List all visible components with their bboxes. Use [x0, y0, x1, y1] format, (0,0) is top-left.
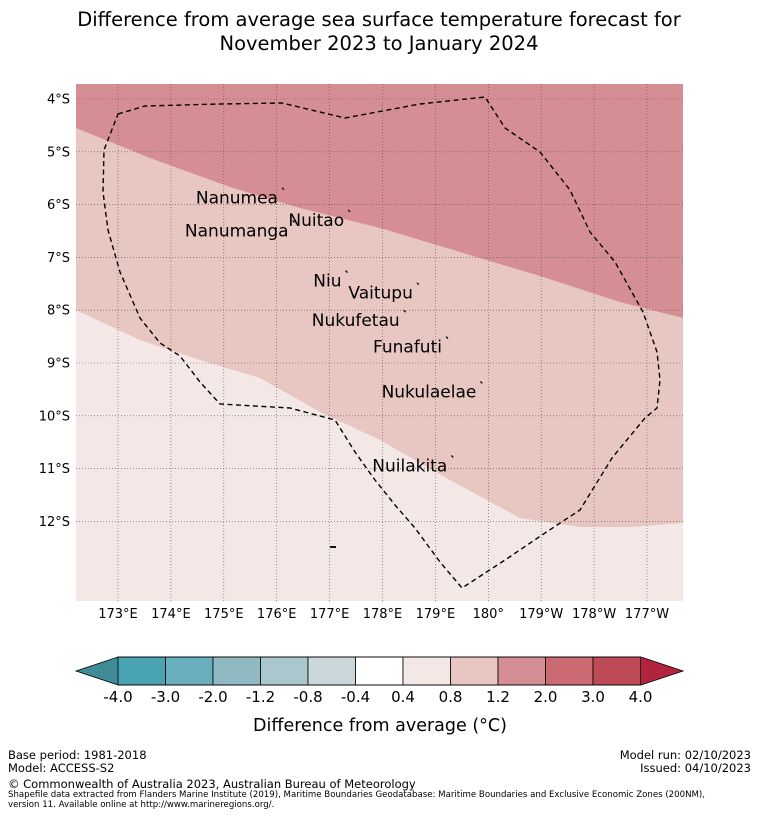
model-name: Model: ACCESS-S2	[8, 761, 115, 775]
title-line-1: Difference from average sea surface temp…	[77, 8, 681, 31]
colorbar-bin	[545, 656, 594, 686]
colorbar-tick-label: -3.0	[151, 688, 180, 706]
colorbar-tick-label: 2.0	[534, 688, 558, 706]
issued-date: Issued: 04/10/2023	[640, 761, 751, 775]
colorbar-bin	[497, 656, 546, 686]
colorbar-tick-label: -2.0	[198, 688, 227, 706]
lon-tick-label: 180°	[473, 607, 504, 622]
colorbar-tick-label: -0.4	[341, 688, 370, 706]
place-label: Vaitupu	[348, 284, 412, 304]
island-mark	[450, 454, 454, 458]
lat-tick-label: 4°S	[47, 93, 70, 108]
island-mark	[345, 270, 348, 274]
colorbar-tick-label: -4.0	[103, 688, 132, 706]
island-mark	[281, 187, 285, 191]
place-label: Niu	[313, 272, 341, 292]
colorbar-bin	[402, 656, 451, 686]
lat-tick-label: 9°S	[47, 357, 70, 372]
island-mark	[445, 336, 449, 340]
lon-tick-label: 173°E	[98, 607, 138, 622]
colorbar-tick-label: -1.2	[246, 688, 275, 706]
title-line-2: November 2023 to January 2024	[219, 32, 539, 55]
lon-tick-label: 179°W	[519, 607, 563, 622]
island-mark	[347, 209, 351, 213]
islands	[281, 187, 483, 458]
graticule	[76, 84, 683, 601]
place-label: Nukulaelae	[382, 382, 477, 402]
source-line-2: version 11. Available online at http://w…	[8, 800, 275, 810]
place-label: Nanumea	[196, 189, 278, 209]
place-label: Funafuti	[373, 338, 442, 358]
base-period: Base period: 1981-2018	[8, 748, 147, 762]
lon-tick-label: 178°W	[572, 607, 616, 622]
colorbar-under-triangle	[76, 657, 118, 685]
colorbar-tick-label: 0.8	[439, 688, 463, 706]
source-line-1: Shapefile data extracted from Flanders M…	[8, 790, 705, 800]
place-label: Nanumanga	[185, 221, 289, 241]
band-high	[76, 84, 683, 318]
lat-tick-label: 6°S	[47, 198, 70, 213]
lat-tick-label: 8°S	[47, 304, 70, 319]
colorbar-bin	[592, 656, 641, 686]
lon-tick-label: 179°E	[416, 607, 456, 622]
lat-tick-label: 10°S	[39, 409, 70, 424]
lat-tick-label: 7°S	[47, 251, 70, 266]
lon-tick-label: 177°W	[625, 607, 669, 622]
colorbar-over-triangle	[641, 657, 683, 685]
colorbar-tick-labels: -4.0 -3.0 -2.0 -1.2 -0.8 -0.4 0.4 0.8 1.2 2.0 3.0 4…	[103, 688, 652, 706]
place-label: Nukufetau	[312, 311, 400, 331]
colorbar-tick-label: -0.8	[293, 688, 322, 706]
colorbar-bin	[307, 656, 356, 686]
place-label: Nuilakita	[372, 456, 447, 476]
colorbar-tick-label: 3.0	[581, 688, 605, 706]
colorbar-bin	[165, 656, 214, 686]
longitude-labels: 173°E 174°E 175°E 176°E 177°E 178°E 179°E 180° 1…	[98, 607, 669, 622]
colorbar: -4.0 -3.0 -2.0 -1.2 -0.8 -0.4 0.4 0.8 1.2 2.0 3.0 4…	[74, 656, 685, 736]
lon-tick-label: 175°E	[204, 607, 244, 622]
island-mark	[416, 282, 420, 286]
lat-tick-label: 11°S	[39, 462, 70, 477]
colorbar-label: Difference from average (°C)	[253, 716, 507, 736]
colorbar-tick-label: 0.4	[391, 688, 415, 706]
latitude-labels: 4°S 5°S 6°S 7°S 8°S 9°S 10°S 11°S 12°S	[39, 93, 70, 530]
lon-tick-label: 178°E	[363, 607, 403, 622]
island-mark	[479, 381, 483, 384]
eez-boundary	[102, 96, 661, 589]
colorbar-bin	[450, 656, 499, 686]
map-title: Difference from average sea surface temp…	[0, 8, 758, 56]
colorbar-bins	[117, 656, 641, 686]
model-run: Model run: 02/10/2023	[619, 748, 751, 762]
place-label: Nuitao	[288, 211, 344, 231]
island-mark	[292, 220, 295, 223]
colorbar-bin	[117, 656, 166, 686]
lon-tick-label: 176°E	[257, 607, 297, 622]
lat-tick-label: 5°S	[47, 145, 70, 160]
colorbar-bin	[260, 656, 309, 686]
lat-tick-label: 12°S	[39, 515, 70, 530]
colorbar-tick-label: 4.0	[629, 688, 653, 706]
colorbar-bin	[212, 656, 261, 686]
colorbar-tick-label: 1.2	[486, 688, 510, 706]
lon-tick-label: 177°E	[310, 607, 350, 622]
island-mark	[403, 309, 407, 313]
colorbar-outline	[74, 656, 685, 686]
colorbar-bin	[355, 656, 404, 686]
copyright: © Commonwealth of Australia 2023, Austra…	[8, 777, 416, 791]
lon-tick-label: 174°E	[151, 607, 191, 622]
